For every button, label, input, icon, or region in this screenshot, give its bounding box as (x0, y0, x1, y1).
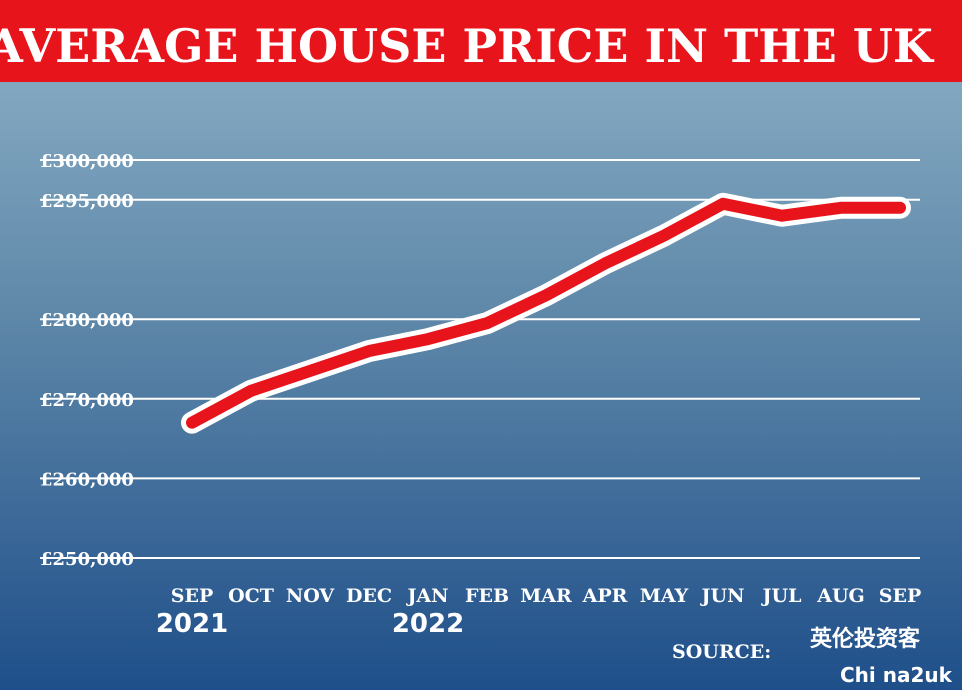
x-tick-label: JAN (405, 585, 448, 607)
chart-title: AVERAGE HOUSE PRICE IN THE UK (0, 19, 935, 73)
x-tick-label: MAR (520, 585, 572, 607)
line (186, 197, 906, 429)
watermark: 英伦投资客 (810, 626, 921, 652)
title-bar (0, 0, 962, 82)
y-tick-label: £270,000 (40, 390, 134, 411)
x-tick-label: NOV (286, 585, 336, 607)
x-tick-label: SEP (171, 585, 214, 607)
y-tick-label: £250,000 (40, 549, 134, 570)
x-tick-label: FEB (465, 585, 509, 607)
x-tick-label: OCT (228, 585, 274, 607)
x-tick-label: MAY (640, 585, 689, 607)
x-tick-label: JUN (700, 585, 745, 607)
x-tick-label: AUG (816, 585, 865, 607)
y-tick-label: £300,000 (40, 151, 134, 172)
y-tick-label: £280,000 (40, 310, 134, 331)
x-tick-label: JUL (761, 585, 802, 607)
y-tick-label: £295,000 (40, 191, 134, 212)
watermark: Chi na2uk (840, 663, 953, 687)
source: SOURCE: (672, 641, 771, 663)
x-tick-label: SEP (879, 585, 922, 607)
x-tick-label: DEC (346, 585, 392, 607)
x-year-label: 2022 (392, 609, 464, 639)
x-tick-label: APR (582, 585, 628, 607)
x-year-label: 2021 (156, 609, 228, 639)
y-tick-label: £260,000 (40, 469, 134, 490)
